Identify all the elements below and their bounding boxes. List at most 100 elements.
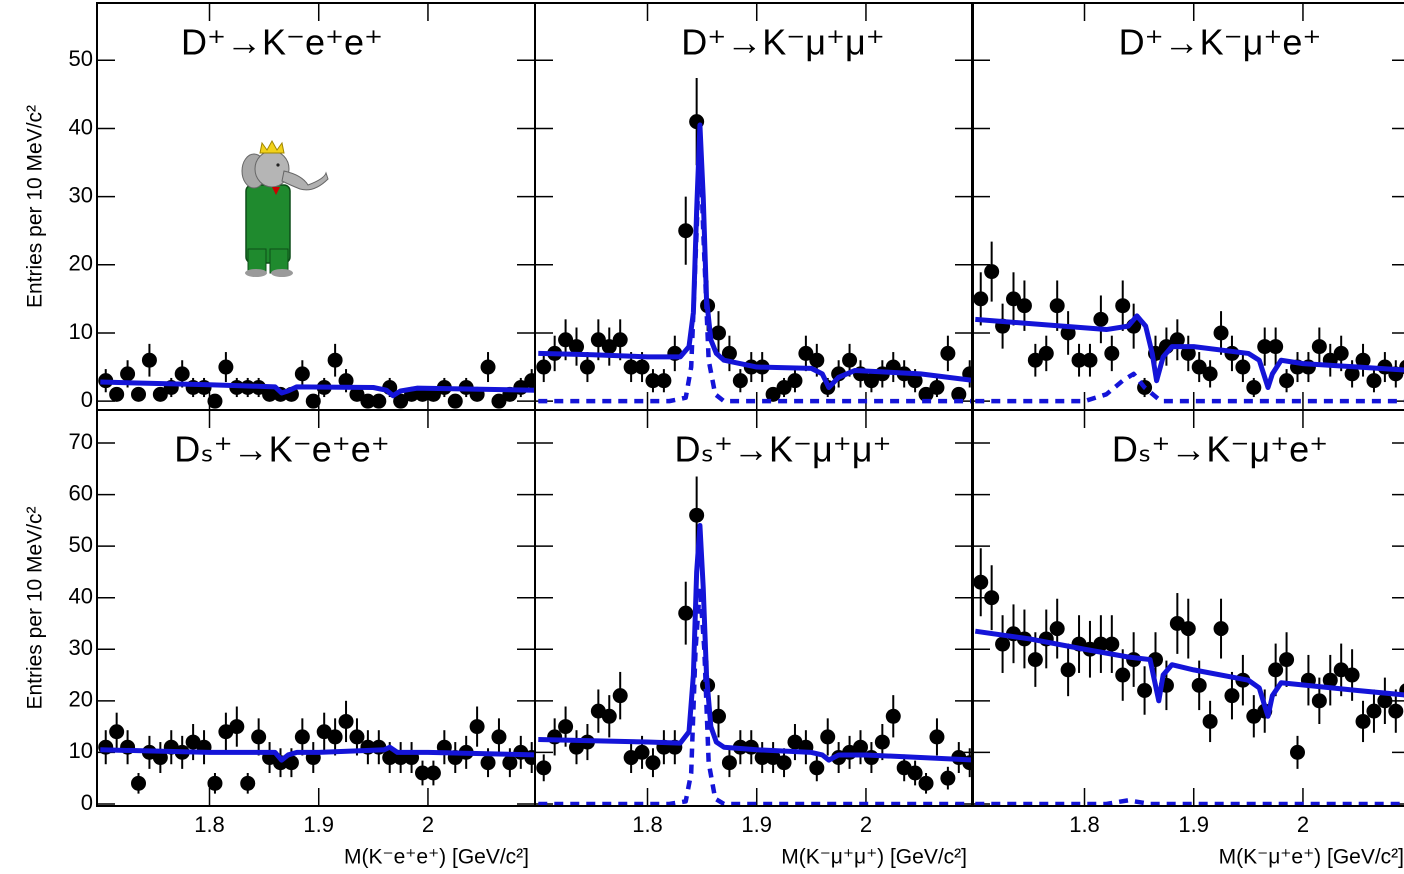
data-point [491,393,507,409]
data-point [820,729,836,745]
data-point [294,366,310,382]
data-point [1268,662,1284,678]
data-point [973,291,989,307]
panel-title: D⁺→K⁻e⁺e⁺ [181,22,383,63]
data-point [393,393,409,409]
panel-title: Dₛ⁺→K⁻μ⁺μ⁺ [675,429,892,470]
x-tick-label: 1.8 [1069,812,1100,837]
data-point [1355,352,1371,368]
y-tick-label: 50 [69,46,93,71]
data-point [1311,339,1327,355]
data-point [131,386,147,402]
data-point [612,688,628,704]
data-point [141,352,157,368]
data-point [327,729,343,745]
data-point [776,380,792,396]
data-point [174,366,190,382]
data-point [558,332,574,348]
data-point [251,729,267,745]
data-point [491,729,507,745]
data-point [1202,366,1218,382]
data-point [425,765,441,781]
babar-logo [241,139,329,277]
data-point [579,359,595,375]
data-point [1060,662,1076,678]
plot-area [98,700,535,794]
frame [971,409,1404,807]
data-point [1104,345,1120,361]
data-point [984,264,1000,280]
data-point [469,719,485,735]
data-point [120,366,136,382]
logo-eye [276,163,280,167]
data-point [809,760,825,776]
data-point [732,373,748,389]
x-axis-label: M(K⁻e⁺e⁺) [GeV/c²] [344,846,529,869]
logo-foot [245,269,267,277]
data-point [480,359,496,375]
fit-curve [100,744,535,763]
data-point [842,352,858,368]
data-point [1355,713,1371,729]
data-point [1115,667,1131,683]
data-point [524,373,535,389]
data-point [645,373,661,389]
x-tick-label: 2 [422,812,434,837]
data-point [721,345,737,361]
data-point [1311,693,1327,709]
y-tick-label: 0 [81,790,93,815]
data-point [711,708,727,724]
data-point [558,719,574,735]
x-tick-label: 1.8 [632,812,663,837]
data-point [929,380,945,396]
y-tick-label: 70 [69,429,93,454]
data-point [131,775,147,791]
data-point [645,755,661,771]
data-point [1082,352,1098,368]
data-point [1071,352,1087,368]
data-point [798,345,814,361]
data-point [349,729,365,745]
data-point [1366,703,1382,719]
data-point [590,332,606,348]
data-point [536,760,552,776]
x-tick-label: 2 [1297,812,1309,837]
frame [96,2,536,411]
data-point [371,393,387,409]
data-point [951,386,967,402]
data-point [1115,298,1131,314]
data-point [863,373,879,389]
data-point [569,339,585,355]
data-point [1344,667,1360,683]
x-tick-label: 1.9 [741,812,772,837]
x-axis-label: M(K⁻μ⁺μ⁺) [GeV/c²] [781,846,967,869]
data-point [656,373,672,389]
data-point [1213,621,1229,637]
data-point [1104,636,1120,652]
panel: 1.8 1.9 2 Dₛ⁺→K⁻μ⁺e⁺ M(K⁻μ⁺e⁺) [GeV/c²] [971,409,1404,869]
x-tick-label: 2 [860,812,872,837]
data-point [918,386,934,402]
data-point [1235,359,1251,375]
y-tick-label: 30 [69,635,93,660]
data-point [601,339,617,355]
signal-curve [975,371,1404,404]
plot-area [98,343,535,409]
data-point [294,729,310,745]
data-point [536,359,552,375]
data-point [1279,373,1295,389]
panel-title: D⁺→K⁻μ⁺μ⁺ [681,22,885,63]
data-point [109,724,125,740]
signal-curve [538,585,973,806]
data-point [1268,339,1284,355]
data-point [283,755,299,771]
data-point [1213,325,1229,341]
data-point [338,713,354,729]
data-point [765,386,781,402]
data-point [1093,311,1109,327]
data-point [360,393,376,409]
data-point [907,765,923,781]
data-point [1180,345,1196,361]
data-point [984,590,1000,606]
